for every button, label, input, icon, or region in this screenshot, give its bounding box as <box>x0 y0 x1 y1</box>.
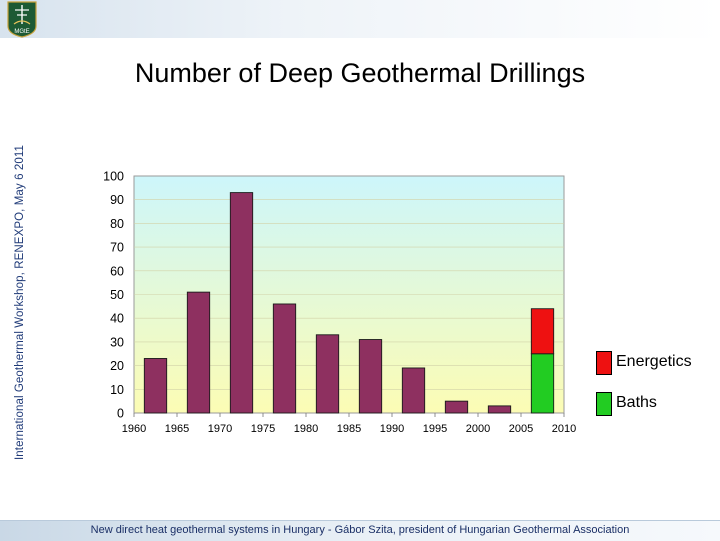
y-tick-label: 20 <box>110 359 124 373</box>
legend-item-energetics: Energetics <box>596 351 712 375</box>
x-tick-label: 1985 <box>337 423 361 435</box>
y-tick-label: 90 <box>110 193 124 207</box>
x-tick-label: 1965 <box>165 423 189 435</box>
bar-baths-7 <box>444 400 469 414</box>
bars <box>143 192 555 414</box>
x-tick-label: 1990 <box>380 423 404 435</box>
legend-swatch-baths <box>596 392 612 416</box>
page-title: Number of Deep Geothermal Drillings <box>134 58 586 88</box>
x-tick-label: 2005 <box>509 423 533 435</box>
y-tick-label: 100 <box>103 170 124 184</box>
legend-swatch-energetics <box>596 351 612 375</box>
y-tick-label: 0 <box>117 407 124 421</box>
bar-baths-3 <box>272 303 297 414</box>
x-axis-ticks: 1960 1965 1970 1975 1980 1985 1990 1995 2000 2005… <box>122 413 576 435</box>
legend-label-baths: Baths <box>616 394 657 411</box>
bar-baths-0 <box>143 358 168 414</box>
x-tick-label: 1980 <box>294 423 318 435</box>
x-tick-label: 1995 <box>423 423 447 435</box>
y-tick-label: 50 <box>110 288 124 302</box>
bar-baths-5 <box>358 339 383 414</box>
bar-baths-1 <box>186 291 211 414</box>
y-tick-label: 10 <box>110 383 124 397</box>
bar-baths-4 <box>315 334 340 414</box>
y-tick-label: 40 <box>110 312 124 326</box>
footer-band <box>0 520 720 541</box>
y-tick-label: 30 <box>110 335 124 349</box>
y-axis-ticks: 0 10 20 30 40 50 60 70 80 90 100 <box>103 170 124 421</box>
association-logo: MGtE <box>7 1 37 38</box>
bar-baths-2 <box>229 192 254 414</box>
legend-label-energetics: Energetics <box>616 353 692 370</box>
bar-energetics-9 <box>530 308 555 355</box>
y-tick-label: 70 <box>110 241 124 255</box>
logo-text: MGtE <box>14 29 29 35</box>
bar-baths-6 <box>401 367 426 414</box>
x-tick-label: 2000 <box>466 423 490 435</box>
header-band <box>0 0 720 38</box>
bar-baths-8 <box>487 405 512 414</box>
y-tick-label: 80 <box>110 217 124 231</box>
legend-item-baths: Baths <box>596 392 712 416</box>
side-caption: International Geothermal Workshop, RENEX… <box>14 145 26 460</box>
x-tick-label: 1970 <box>208 423 232 435</box>
bar-baths-9 <box>530 353 555 414</box>
footer-caption: New direct heat geothermal systems in Hu… <box>90 524 630 536</box>
x-tick-label: 1960 <box>122 423 146 435</box>
x-tick-label: 2010 <box>552 423 576 435</box>
x-tick-label: 1975 <box>251 423 275 435</box>
y-tick-label: 60 <box>110 264 124 278</box>
